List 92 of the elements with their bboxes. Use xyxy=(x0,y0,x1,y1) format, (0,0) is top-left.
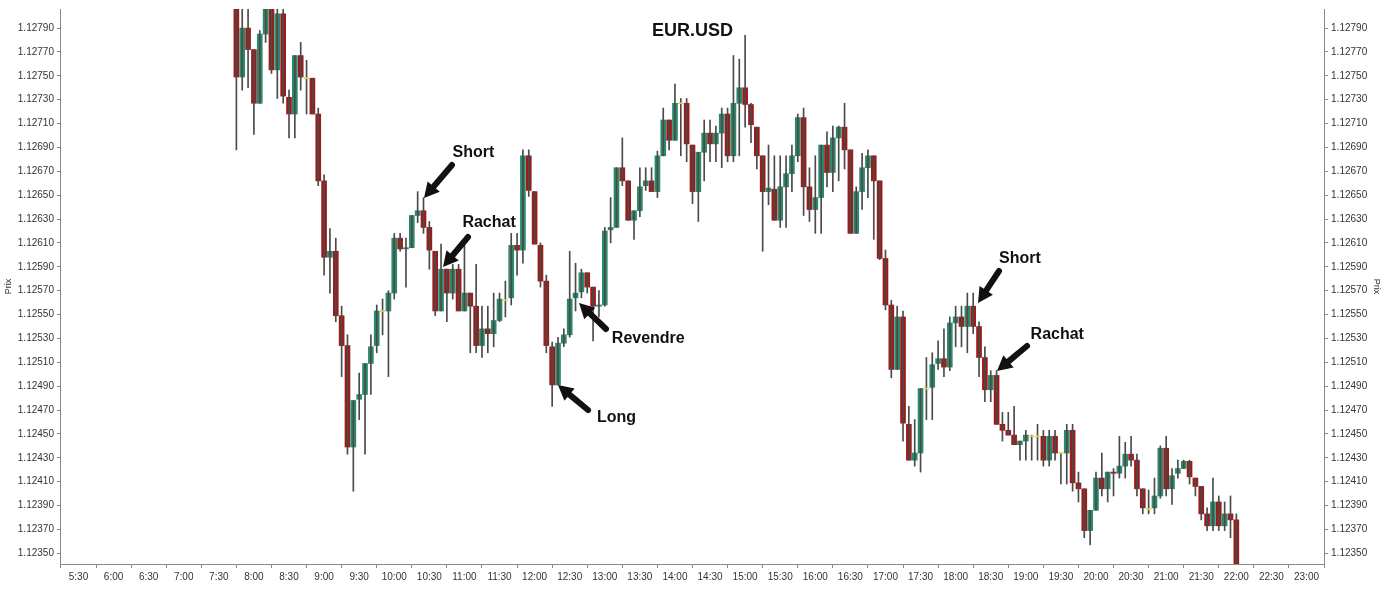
x-tick-label: 13:00 xyxy=(592,570,618,582)
y2-tick-label: 1.12550 xyxy=(1331,308,1368,320)
y2-tick-label: 1.12770 xyxy=(1331,45,1368,57)
y-tick-label: 1.12770 xyxy=(17,45,55,57)
x-tick-label: 19:00 xyxy=(1013,570,1039,582)
annotation: Short xyxy=(999,249,1042,267)
x-tick-label: 16:00 xyxy=(802,570,829,582)
x-tick-label: 10:00 xyxy=(381,570,408,582)
y2-tick-label: 1.12490 xyxy=(1331,379,1368,391)
y-tick-label: 1.12750 xyxy=(17,69,55,81)
y2-tick-label: 1.12730 xyxy=(1331,93,1368,105)
y-tick-label: 1.12510 xyxy=(17,356,55,368)
y2-tick-label: 1.12390 xyxy=(1331,499,1368,511)
x-tick-label: 7:00 xyxy=(174,570,194,582)
annotation: Long xyxy=(597,408,637,426)
annotation: Rachat xyxy=(1030,325,1085,343)
x-tick-label: 17:00 xyxy=(872,570,899,582)
y2-tick-label: 1.12710 xyxy=(1331,117,1368,129)
x-tick-label: 14:00 xyxy=(662,570,688,582)
y2-tick-label: 1.12350 xyxy=(1331,547,1368,559)
x-tick-label: 9:30 xyxy=(349,570,370,582)
y-tick-label: 1.12650 xyxy=(17,188,55,200)
y-tick-label: 1.12590 xyxy=(17,260,55,272)
y-tick-label: 1.12550 xyxy=(17,308,55,320)
x-tick-label: 22:00 xyxy=(1223,570,1250,582)
x-tick-label: 15:00 xyxy=(732,570,759,582)
y2-tick-label: 1.12590 xyxy=(1331,260,1368,272)
y-tick-label: 1.12610 xyxy=(17,236,55,248)
y-tick-label: 1.12710 xyxy=(17,117,55,129)
y-tick-label: 1.12670 xyxy=(17,165,55,177)
y-tick-label: 1.12630 xyxy=(17,212,55,224)
x-tick-label: 15:30 xyxy=(767,570,794,582)
y-tick-label: 1.12790 xyxy=(17,21,55,33)
y2-tick-label: 1.12410 xyxy=(1331,475,1368,487)
y-tick-label: 1.12490 xyxy=(17,379,55,391)
x-tick-label: 20:00 xyxy=(1083,570,1109,582)
x-tick-label: 6:30 xyxy=(138,570,159,582)
y-tick-label: 1.12410 xyxy=(17,475,55,487)
x-tick-label: 18:30 xyxy=(978,570,1004,582)
x-tick-label: 19:30 xyxy=(1048,570,1074,582)
y-tick-label: 1.12390 xyxy=(17,499,55,511)
y2-tick-label: 1.12670 xyxy=(1331,165,1368,177)
x-tick-label: 5:30 xyxy=(68,570,89,582)
y-tick-label: 1.12730 xyxy=(17,93,55,105)
x-tick-label: 23:00 xyxy=(1293,570,1320,582)
y2-tick-label: 1.12790 xyxy=(1331,21,1368,33)
x-tick-label: 13:30 xyxy=(627,570,653,582)
y2-tick-label: 1.12630 xyxy=(1331,212,1368,224)
y2-tick-label: 1.12510 xyxy=(1331,356,1368,368)
y2-tick-label: 1.12610 xyxy=(1331,236,1368,248)
x-tick-label: 22:30 xyxy=(1258,570,1285,582)
x-tick-label: 8:00 xyxy=(244,570,265,582)
y2-tick-label: 1.12690 xyxy=(1331,141,1368,153)
y2-tick-label: 1.12650 xyxy=(1331,188,1368,200)
y2-tick-label: 1.12530 xyxy=(1331,332,1368,344)
y2-tick-label: 1.12570 xyxy=(1331,284,1368,296)
x-tick-label: 12:00 xyxy=(522,570,548,582)
annotation: Revendre xyxy=(611,329,685,347)
y-tick-label: 1.12450 xyxy=(17,427,55,439)
y-axis-title: Prix xyxy=(2,278,13,295)
y-tick-label: 1.12530 xyxy=(17,332,55,344)
y2-tick-label: 1.12750 xyxy=(1331,69,1368,81)
y-tick-label: 1.12470 xyxy=(17,403,55,415)
x-tick-label: 8:30 xyxy=(279,570,300,582)
y2-tick-label: 1.12430 xyxy=(1331,451,1368,463)
y-tick-label: 1.12690 xyxy=(17,141,55,153)
y2-tick-label: 1.12450 xyxy=(1331,427,1368,439)
x-tick-label: 16:30 xyxy=(837,570,864,582)
y-tick-label: 1.12350 xyxy=(17,547,55,559)
x-tick-label: 11:30 xyxy=(487,570,513,582)
y-tick-label: 1.12430 xyxy=(17,451,55,463)
annotation: Short xyxy=(452,142,495,160)
y-tick-label: 1.12570 xyxy=(17,284,55,296)
x-tick-label: 9:00 xyxy=(314,570,335,582)
x-tick-label: 17:30 xyxy=(908,570,934,582)
annotation: Rachat xyxy=(462,213,517,231)
y2-tick-label: 1.12370 xyxy=(1331,523,1368,535)
y-tick-label: 1.12370 xyxy=(17,523,55,535)
x-tick-label: 10:30 xyxy=(416,570,443,582)
x-tick-label: 11:00 xyxy=(452,570,478,582)
y2-tick-label: 1.12470 xyxy=(1331,403,1368,415)
x-tick-label: 21:00 xyxy=(1153,570,1180,582)
x-tick-label: 6:00 xyxy=(103,570,124,582)
candlestick xyxy=(625,180,631,221)
x-tick-label: 20:30 xyxy=(1118,570,1145,582)
y2-axis-title: Prix xyxy=(1372,278,1383,295)
x-tick-label: 14:30 xyxy=(697,570,723,582)
x-tick-label: 7:30 xyxy=(209,570,229,582)
x-tick-label: 12:30 xyxy=(557,570,583,582)
x-tick-label: 18:00 xyxy=(943,570,969,582)
x-tick-label: 21:30 xyxy=(1188,570,1215,582)
text: EUR.USD xyxy=(651,19,734,40)
